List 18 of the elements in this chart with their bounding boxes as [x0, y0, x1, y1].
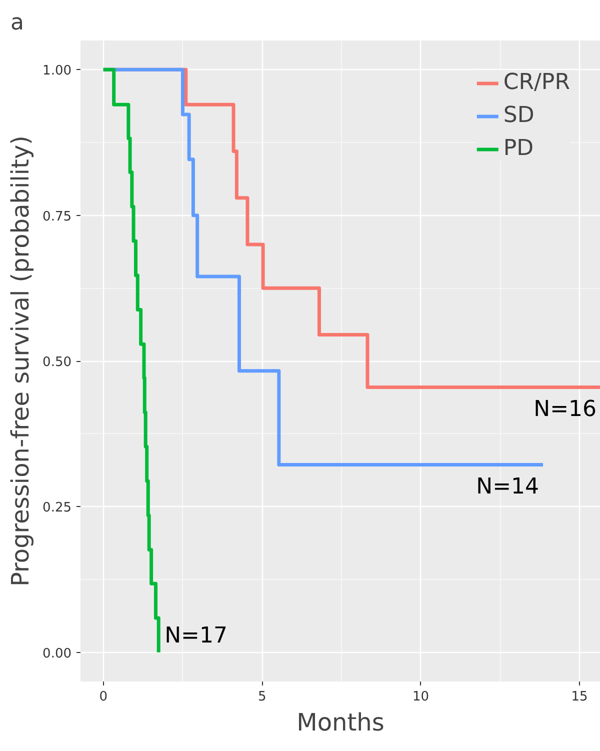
- legend-label: PD: [503, 136, 534, 161]
- annotation: N=14: [476, 474, 540, 500]
- legend-label: SD: [503, 103, 534, 128]
- legend-label: CR/PR: [503, 70, 570, 95]
- annotation: N=17: [164, 623, 228, 648]
- y-tick-label: 0.00: [42, 646, 72, 662]
- x-axis-title: Months: [296, 708, 384, 736]
- y-tick-label: 0.25: [42, 500, 72, 516]
- text: a: [10, 10, 24, 36]
- y-tick-label: 1.00: [42, 64, 72, 79]
- x-tick-label: 15: [571, 690, 588, 704]
- y-tick-label: 0.75: [42, 209, 72, 224]
- x-tick-label: 5: [258, 690, 266, 704]
- annotation: N=16: [534, 397, 597, 422]
- x-tick-label: 10: [412, 690, 430, 704]
- x-tick-label: 0: [99, 690, 108, 704]
- y-tick-label: 0.50: [42, 355, 72, 370]
- y-axis-title: Progression-free survival (probability): [6, 135, 35, 587]
